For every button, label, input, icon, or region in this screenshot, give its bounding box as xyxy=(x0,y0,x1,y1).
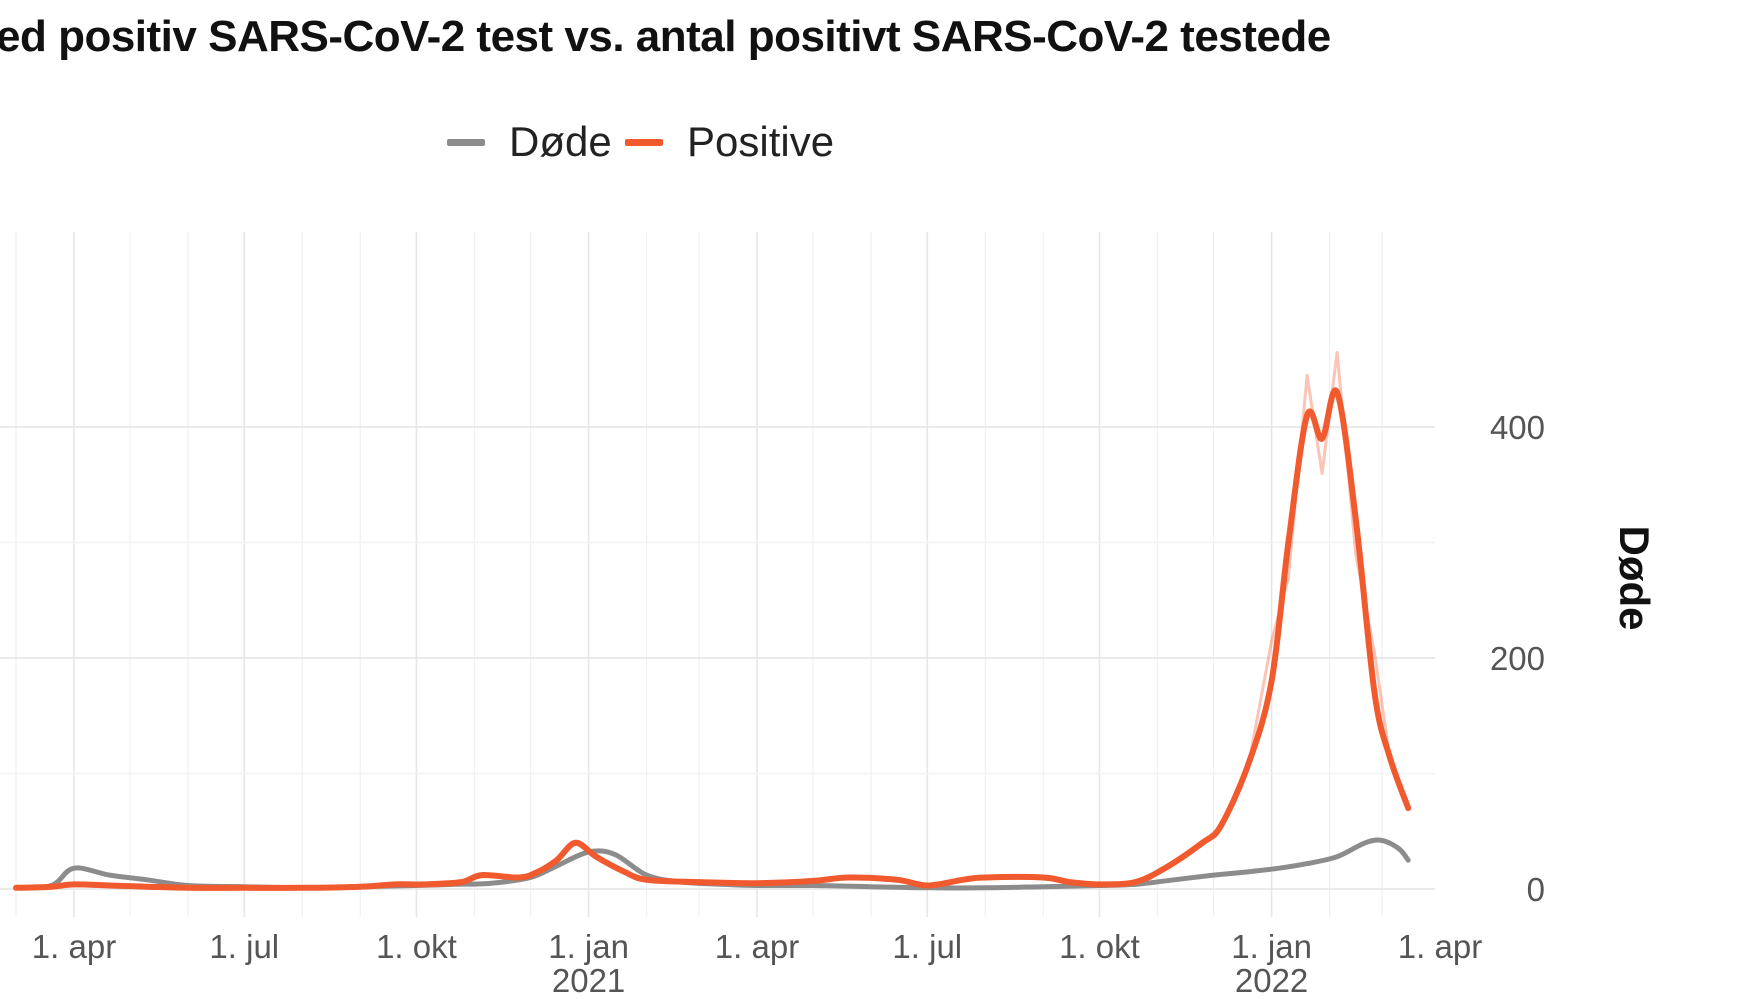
legend-swatch-dode xyxy=(447,138,485,146)
legend-item-positive: Positive xyxy=(625,112,834,172)
chart-title: ed positiv SARS-CoV-2 test vs. antal pos… xyxy=(0,12,1331,61)
x-tick-label: 1. apr xyxy=(32,928,116,965)
x-tick-year-label: 2022 xyxy=(1235,962,1308,999)
series-group xyxy=(13,350,1412,891)
grid xyxy=(0,232,1435,917)
x-tick-label: 1. okt xyxy=(376,928,457,965)
y-tick-label: 0 xyxy=(1527,871,1545,908)
legend-item-dode: Døde xyxy=(447,112,612,172)
x-tick-label: 1. jul xyxy=(892,928,962,965)
y-tick-label: 400 xyxy=(1490,409,1545,446)
x-tick-label: 1. jan xyxy=(1231,928,1312,965)
y-axis: 0 200 400 xyxy=(1490,409,1545,908)
x-tick-label: 1. apr xyxy=(1398,928,1482,965)
y-tick-label: 200 xyxy=(1490,640,1545,677)
x-tick-label: 1. apr xyxy=(715,928,799,965)
legend-label-dode: Døde xyxy=(509,118,612,165)
legend-swatch-positive xyxy=(625,138,663,146)
legend: Døde Positive xyxy=(0,112,1752,172)
x-tick-label: 1. jul xyxy=(209,928,279,965)
x-tick-label: 1. okt xyxy=(1059,928,1140,965)
series-positive-raw-line xyxy=(15,350,1410,890)
y-axis-title: Døde xyxy=(1611,526,1658,631)
legend-label-positive: Positive xyxy=(687,118,835,165)
x-tick-label: 1. jan xyxy=(548,928,629,965)
series-line-positive xyxy=(13,387,1412,891)
x-tick-year-label: 2021 xyxy=(552,962,625,999)
